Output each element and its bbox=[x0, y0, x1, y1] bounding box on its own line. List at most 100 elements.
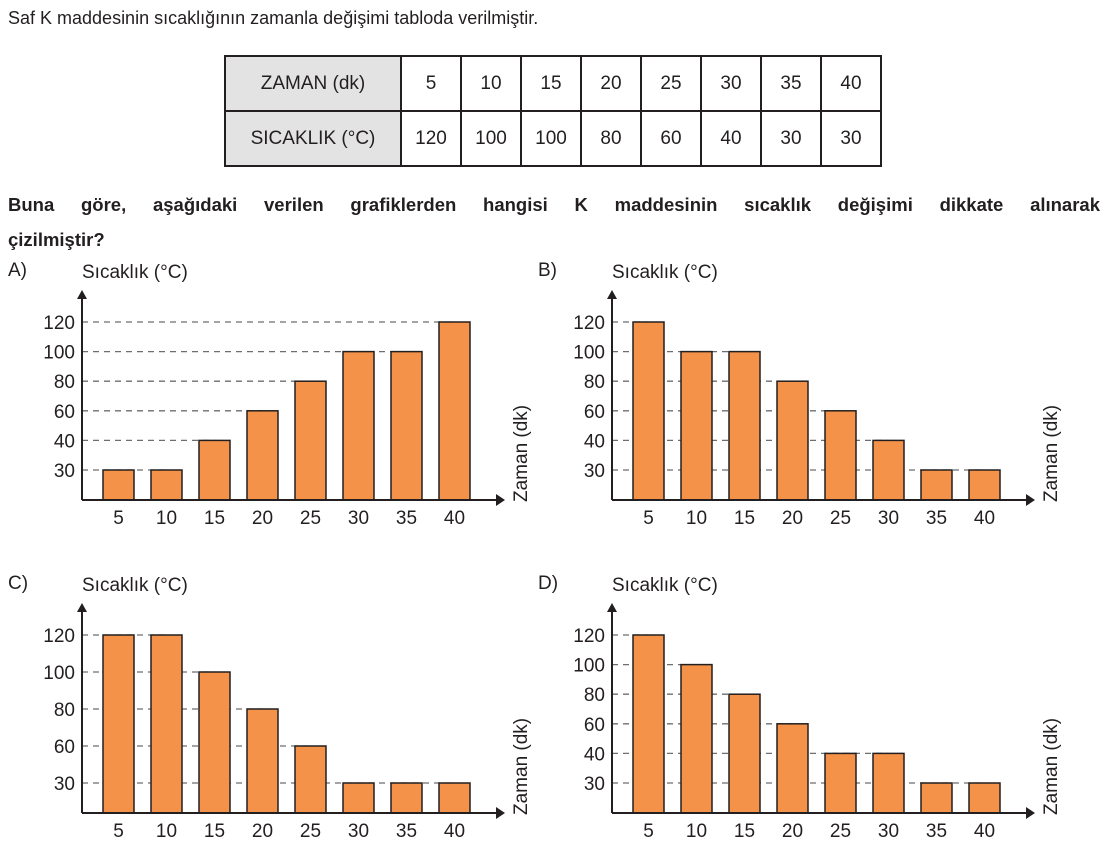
table-cell: 20 bbox=[580, 55, 642, 112]
bar bbox=[294, 745, 327, 814]
bar bbox=[872, 752, 905, 814]
table-cell: 15 bbox=[520, 55, 582, 112]
option-label: D) bbox=[538, 573, 559, 594]
x-tick-label: 20 bbox=[252, 821, 273, 842]
x-axis-label: Zaman (dk) bbox=[1041, 405, 1062, 502]
x-tick-label: 30 bbox=[348, 821, 369, 842]
x-axis-label: Zaman (dk) bbox=[511, 718, 532, 815]
x-tick-label: 10 bbox=[686, 821, 707, 842]
intro-text: Saf K maddesinin sıcaklığının zamanla de… bbox=[8, 8, 539, 28]
y-tick-label: 80 bbox=[584, 685, 605, 706]
bar bbox=[728, 350, 761, 501]
y-tick-label: 40 bbox=[584, 744, 605, 765]
x-axis-label: Zaman (dk) bbox=[511, 405, 532, 502]
x-tick-label: 40 bbox=[974, 508, 995, 529]
bar bbox=[968, 782, 1001, 814]
x-tick-label: 5 bbox=[113, 821, 124, 842]
y-tick-label: 30 bbox=[54, 774, 75, 795]
bar bbox=[102, 469, 135, 501]
bar bbox=[342, 782, 375, 814]
bar bbox=[920, 469, 953, 501]
x-tick-label: 40 bbox=[974, 821, 995, 842]
x-tick-label: 25 bbox=[830, 508, 851, 529]
table-cell: 25 bbox=[640, 55, 702, 112]
table-cell: 60 bbox=[640, 110, 702, 167]
x-tick-label: 5 bbox=[643, 821, 654, 842]
chart-option-d[interactable]: 30 40 60 80 100 120 5 10 15 20 25 30 35 40 Zaman (dk) … bbox=[530, 573, 1070, 843]
table-cell: 35 bbox=[760, 55, 822, 112]
x-tick-label: 35 bbox=[926, 508, 947, 529]
y-tick-label: 60 bbox=[54, 737, 75, 758]
table-cell: 100 bbox=[520, 110, 582, 167]
x-tick-label: 15 bbox=[734, 821, 755, 842]
y-tick-label: 60 bbox=[584, 402, 605, 423]
table-row-time: ZAMAN (dk) 5 10 15 20 25 30 35 40 bbox=[224, 55, 882, 112]
x-tick-label: 30 bbox=[878, 508, 899, 529]
y-axis-arrow-icon bbox=[607, 290, 617, 299]
bar bbox=[390, 782, 423, 814]
x-tick-label: 5 bbox=[113, 508, 124, 529]
y-axis-label: Sıcaklık (°C) bbox=[82, 262, 188, 283]
question-line-2: çizilmiştir? bbox=[8, 229, 105, 250]
bar bbox=[728, 693, 761, 814]
y-tick-label: 40 bbox=[54, 431, 75, 452]
y-tick-label: 80 bbox=[584, 372, 605, 393]
y-tick-label: 60 bbox=[54, 402, 75, 423]
x-tick-label: 30 bbox=[348, 508, 369, 529]
x-axis-arrow-icon bbox=[1026, 807, 1035, 819]
bar bbox=[390, 350, 423, 501]
x-tick-label: 35 bbox=[396, 508, 417, 529]
chart-option-b[interactable]: 30 40 60 80 100 120 5 10 15 20 25 30 35 40 Zaman (dk) … bbox=[530, 260, 1070, 530]
x-tick-label: 5 bbox=[643, 508, 654, 529]
chart-option-c[interactable]: 30 60 80 100 120 5 10 15 20 25 30 35 40 Zaman (dk) C)… bbox=[0, 573, 540, 843]
row-header: ZAMAN (dk) bbox=[224, 55, 402, 112]
x-tick-label: 10 bbox=[156, 508, 177, 529]
y-axis-arrow-icon bbox=[77, 290, 87, 299]
x-tick-label: 10 bbox=[156, 821, 177, 842]
table-cell: 80 bbox=[580, 110, 642, 167]
x-axis-label: Zaman (dk) bbox=[1041, 718, 1062, 815]
y-tick-label: 30 bbox=[584, 774, 605, 795]
table-cell: 10 bbox=[460, 55, 522, 112]
x-tick-label: 40 bbox=[444, 821, 465, 842]
bar bbox=[824, 410, 857, 501]
x-tick-label: 25 bbox=[300, 508, 321, 529]
bar bbox=[102, 634, 135, 814]
x-tick-label: 15 bbox=[734, 508, 755, 529]
y-axis-arrow-icon bbox=[607, 603, 617, 612]
chart-svg: 30 40 60 80 100 120 5 10 15 20 25 30 35 40 Zaman (dk) bbox=[573, 290, 1062, 529]
y-tick-label: 100 bbox=[43, 343, 75, 364]
x-tick-label: 20 bbox=[782, 508, 803, 529]
y-tick-label: 120 bbox=[43, 626, 75, 647]
y-tick-label: 100 bbox=[573, 343, 605, 364]
y-tick-label: 100 bbox=[43, 663, 75, 684]
table-cell: 40 bbox=[820, 55, 882, 112]
x-tick-label: 35 bbox=[396, 821, 417, 842]
chart-option-a[interactable]: 30 40 60 80 100 120 5 10 15 20 25 30 35 40 Zaman (dk) … bbox=[0, 260, 540, 530]
bar bbox=[438, 782, 471, 814]
bar bbox=[632, 634, 665, 814]
x-axis-arrow-icon bbox=[496, 494, 505, 506]
table-cell: 100 bbox=[460, 110, 522, 167]
x-tick-label: 20 bbox=[782, 821, 803, 842]
y-axis-label: Sıcaklık (°C) bbox=[82, 575, 188, 596]
y-tick-label: 120 bbox=[573, 313, 605, 334]
y-tick-label: 30 bbox=[584, 461, 605, 482]
bar bbox=[294, 380, 327, 501]
bar bbox=[198, 671, 231, 814]
y-tick-label: 80 bbox=[54, 700, 75, 721]
chart-svg: 30 40 60 80 100 120 5 10 15 20 25 30 35 40 Zaman (dk) bbox=[43, 290, 532, 529]
bar bbox=[776, 723, 809, 814]
y-tick-label: 80 bbox=[54, 372, 75, 393]
chart-svg: 30 40 60 80 100 120 5 10 15 20 25 30 35 40 Zaman (dk) bbox=[573, 603, 1062, 842]
row-header: SICAKLIK (°C) bbox=[224, 110, 402, 167]
bar bbox=[246, 410, 279, 501]
x-tick-label: 25 bbox=[300, 821, 321, 842]
x-axis-arrow-icon bbox=[1026, 494, 1035, 506]
y-tick-label: 30 bbox=[54, 461, 75, 482]
chart-svg: 30 60 80 100 120 5 10 15 20 25 30 35 40 Zaman (dk) bbox=[43, 603, 532, 842]
x-tick-label: 10 bbox=[686, 508, 707, 529]
option-label: A) bbox=[8, 260, 27, 281]
y-tick-label: 40 bbox=[584, 431, 605, 452]
y-tick-label: 120 bbox=[43, 313, 75, 334]
